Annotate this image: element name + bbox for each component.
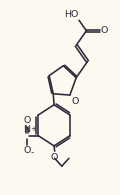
Text: O: O <box>101 26 108 35</box>
Text: -: - <box>30 148 33 157</box>
Text: N: N <box>23 125 30 134</box>
Text: HO: HO <box>64 10 78 19</box>
Text: O: O <box>51 153 58 162</box>
Text: O: O <box>23 116 31 125</box>
Text: +: + <box>30 126 36 132</box>
Text: O: O <box>71 97 79 106</box>
Text: O: O <box>23 146 31 155</box>
